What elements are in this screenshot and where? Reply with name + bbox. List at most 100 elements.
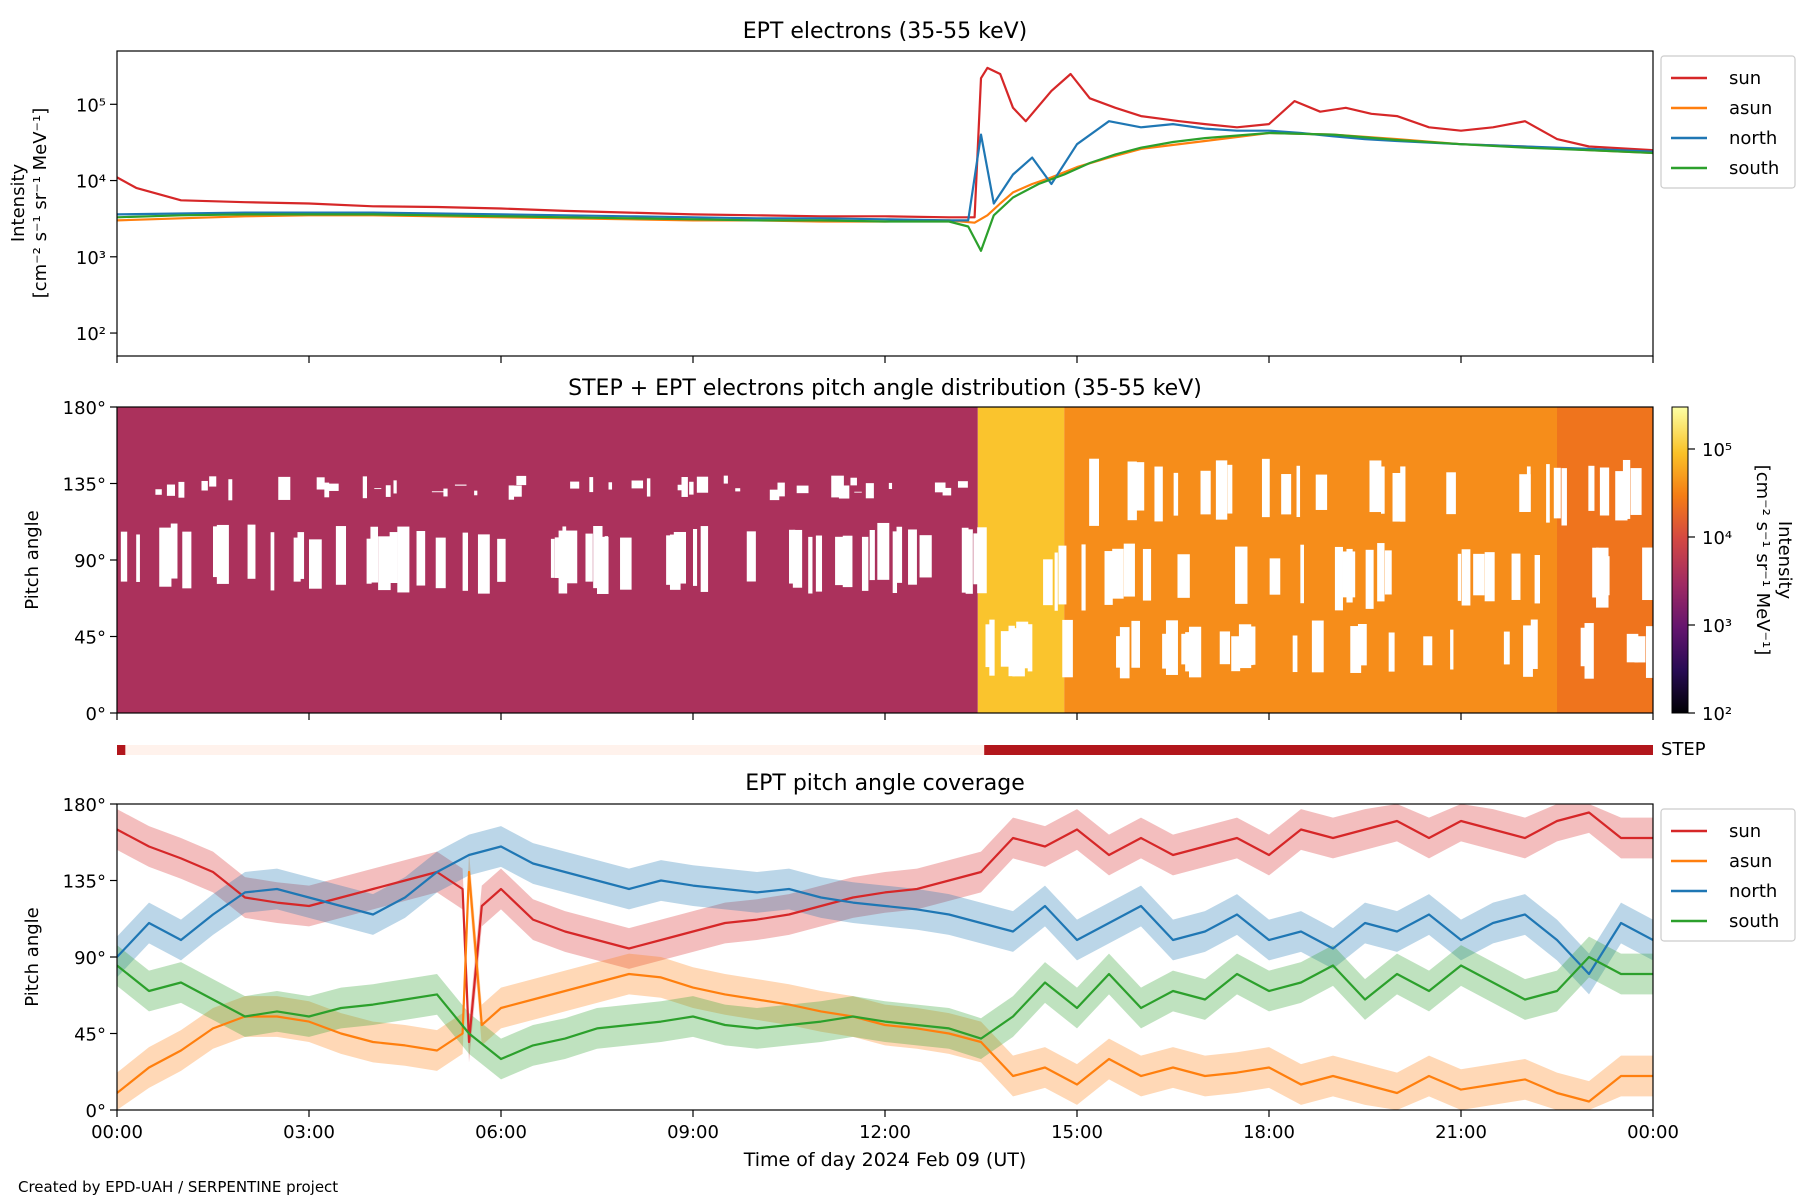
pad-gap	[1261, 458, 1270, 518]
panel1-title: EPT electrons (35-55 keV)	[743, 19, 1028, 44]
series-band-sun	[117, 804, 1653, 1063]
y-tick-label: 180°	[63, 795, 106, 816]
pad-gap	[397, 526, 410, 593]
step-bar-label: STEP	[1661, 739, 1706, 760]
pad-gap	[585, 533, 593, 582]
pad-gap	[1058, 545, 1067, 605]
pad-gap	[700, 526, 709, 592]
pad-gap	[1127, 461, 1137, 521]
pad-gap	[1400, 466, 1406, 522]
x-tick-label: 03:00	[283, 1122, 335, 1143]
panel-pad: STEP + EPT electrons pitch angle distrib…	[22, 376, 1795, 760]
series-line-north	[117, 120, 1653, 222]
colorbar-tick-label: 10⁴	[1702, 528, 1732, 549]
panel3-axes: 0° 45° 90° 135° 180° 00:00 03:00 06:00 09:00 12:0…	[63, 795, 1679, 1143]
y-tick-label: 90°	[74, 948, 106, 969]
pad-gap	[919, 535, 932, 578]
pad-gap	[1173, 472, 1179, 516]
pad-gap	[454, 484, 467, 486]
colorbar-ticks: 10² 10³ 10⁴ 10⁵	[1688, 440, 1732, 725]
colorbar-tick-label: 10²	[1702, 704, 1732, 725]
series-line-south	[117, 131, 1653, 252]
pad-gap	[550, 538, 555, 578]
pad-gap	[1246, 626, 1254, 666]
series-band-north	[117, 826, 1653, 995]
pad-gap	[1165, 620, 1178, 675]
pad-gap	[965, 529, 973, 594]
pad-gap	[1292, 635, 1298, 673]
legend-label-sun: sun	[1729, 68, 1761, 89]
panel3-legend: sun asun north south	[1660, 808, 1796, 942]
series-line-sun	[117, 811, 1653, 1044]
pad-gap	[389, 532, 398, 584]
x-tick-label: 21:00	[1435, 1122, 1487, 1143]
pad-gap	[1215, 460, 1228, 520]
pad-gap	[989, 619, 995, 676]
pad-gap	[1296, 465, 1301, 518]
pad-gap	[1546, 464, 1550, 523]
pad-gap	[985, 624, 993, 668]
pad-gap	[178, 481, 185, 498]
pad-gap	[735, 488, 741, 492]
pad-gap	[316, 477, 325, 490]
pad-gap	[443, 488, 448, 497]
pad-gap	[1384, 550, 1392, 595]
pad-gap	[934, 482, 946, 493]
pad-gap	[385, 485, 391, 497]
pad-gap	[796, 485, 809, 494]
pad-gap	[270, 532, 275, 591]
pad-gap	[1089, 458, 1099, 526]
pad-gap	[1311, 620, 1324, 673]
series-line-asun	[117, 131, 1653, 224]
x-tick-label: 12:00	[859, 1122, 911, 1143]
pad-gap	[646, 478, 651, 497]
panel1-legend: sun asun north south	[1660, 55, 1796, 189]
pad-gap	[435, 537, 446, 589]
x-tick-label: 00:00	[1627, 1122, 1679, 1143]
step-bar-active	[984, 745, 1653, 755]
pad-gap	[769, 489, 780, 501]
pad-gap	[1365, 549, 1374, 609]
pad-gap	[1227, 464, 1233, 514]
y-tick-label: 0°	[86, 704, 106, 725]
pad-gap	[1634, 636, 1646, 663]
pad-gap	[474, 490, 478, 496]
colorbar-tick-label: 10³	[1702, 616, 1732, 637]
pad-gap	[815, 535, 823, 592]
pad-gap	[1000, 631, 1011, 667]
pad-gap	[1369, 460, 1382, 513]
panel1-ylabel: Intensity [cm⁻² s⁻¹ sr⁻¹ MeV⁻¹]	[8, 108, 51, 299]
pad-gap	[1300, 544, 1304, 604]
pad-gap	[293, 537, 301, 582]
pad-gap	[957, 481, 968, 488]
pad-gap	[1315, 474, 1328, 510]
pad-gap	[201, 480, 208, 491]
pad-gap	[1423, 636, 1433, 666]
pad-gap	[604, 536, 608, 579]
panel3-lines	[117, 804, 1653, 1110]
pad-gap	[309, 539, 322, 589]
pad-gap	[170, 523, 178, 579]
pad-gap	[620, 537, 632, 590]
panel1-lines	[117, 66, 1653, 252]
pad-gap	[166, 484, 176, 496]
pad-gap	[209, 476, 217, 487]
y-tick-label: 10⁴	[76, 172, 106, 193]
pad-gap	[155, 489, 162, 495]
pad-gap	[1630, 468, 1642, 515]
series-line-north	[117, 845, 1653, 976]
colorbar-tick-label: 10⁵	[1702, 440, 1732, 461]
pad-gap	[366, 538, 372, 584]
pad-gap	[1626, 633, 1639, 663]
panel-intensity: EPT electrons (35-55 keV) Intensity [cm⁻…	[8, 19, 1796, 363]
pad-gap	[1054, 552, 1058, 611]
colorbar-label-line1: Intensity	[1774, 521, 1795, 600]
pad-gap	[562, 526, 567, 586]
pad-gap	[566, 530, 578, 584]
pad-gap	[1043, 559, 1053, 606]
pad-gap	[508, 485, 515, 500]
pad-gap	[861, 536, 869, 591]
legend-box	[1660, 808, 1796, 942]
pad-gap	[516, 475, 527, 486]
pad-gap	[278, 476, 291, 500]
